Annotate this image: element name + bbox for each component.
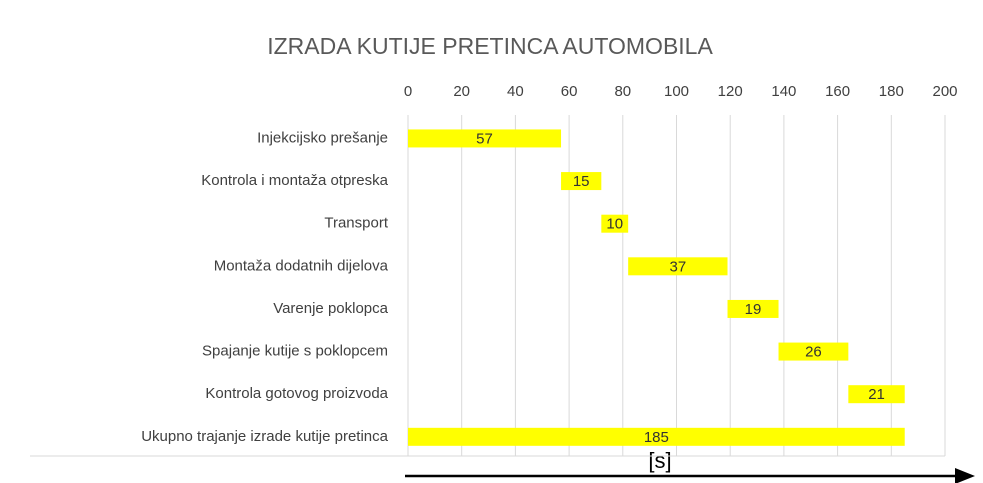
bar <box>628 257 728 276</box>
x-tick-label: 80 <box>614 83 631 100</box>
category-label: Kontrola gotovog proizvoda <box>205 385 388 402</box>
x-tick-label: 180 <box>879 83 904 100</box>
value-label: 26 <box>805 344 822 361</box>
bar <box>848 385 905 404</box>
category-label: Montaža dodatnih dijelova <box>214 257 389 274</box>
x-tick-label: 20 <box>453 83 470 100</box>
x-tick-label: 120 <box>718 83 743 100</box>
category-label: Varenje poklopca <box>273 300 388 317</box>
x-tick-label: 200 <box>932 83 957 100</box>
chart-title: IZRADA KUTIJE PRETINCA AUTOMOBILA <box>267 33 713 59</box>
category-label: Injekcijsko prešanje <box>257 129 388 146</box>
unit-annotation: [s] <box>648 448 671 473</box>
bar <box>778 342 849 361</box>
value-label: 37 <box>669 258 686 275</box>
category-label: Ukupno trajanje izrade kutije pretinca <box>141 428 388 445</box>
value-label: 19 <box>745 301 762 318</box>
value-label: 57 <box>476 130 493 147</box>
bar <box>408 129 562 148</box>
category-label: Transport <box>324 215 388 232</box>
value-label: 10 <box>606 216 623 233</box>
x-tick-label: 160 <box>825 83 850 100</box>
bar <box>408 427 905 446</box>
x-tick-label: 40 <box>507 83 524 100</box>
value-label: 15 <box>573 173 590 190</box>
x-tick-label: 100 <box>664 83 689 100</box>
bar <box>561 172 602 191</box>
bar <box>601 214 629 233</box>
category-label: Spajanje kutije s poklopcem <box>202 343 388 360</box>
bar <box>727 299 779 318</box>
category-label: Kontrola i montaža otpreska <box>201 172 388 189</box>
arrow-head <box>955 468 975 483</box>
x-tick-label: 0 <box>404 83 412 100</box>
x-tick-label: 60 <box>561 83 578 100</box>
value-label: 185 <box>644 429 669 446</box>
x-tick-label: 140 <box>771 83 796 100</box>
value-label: 21 <box>868 386 885 403</box>
